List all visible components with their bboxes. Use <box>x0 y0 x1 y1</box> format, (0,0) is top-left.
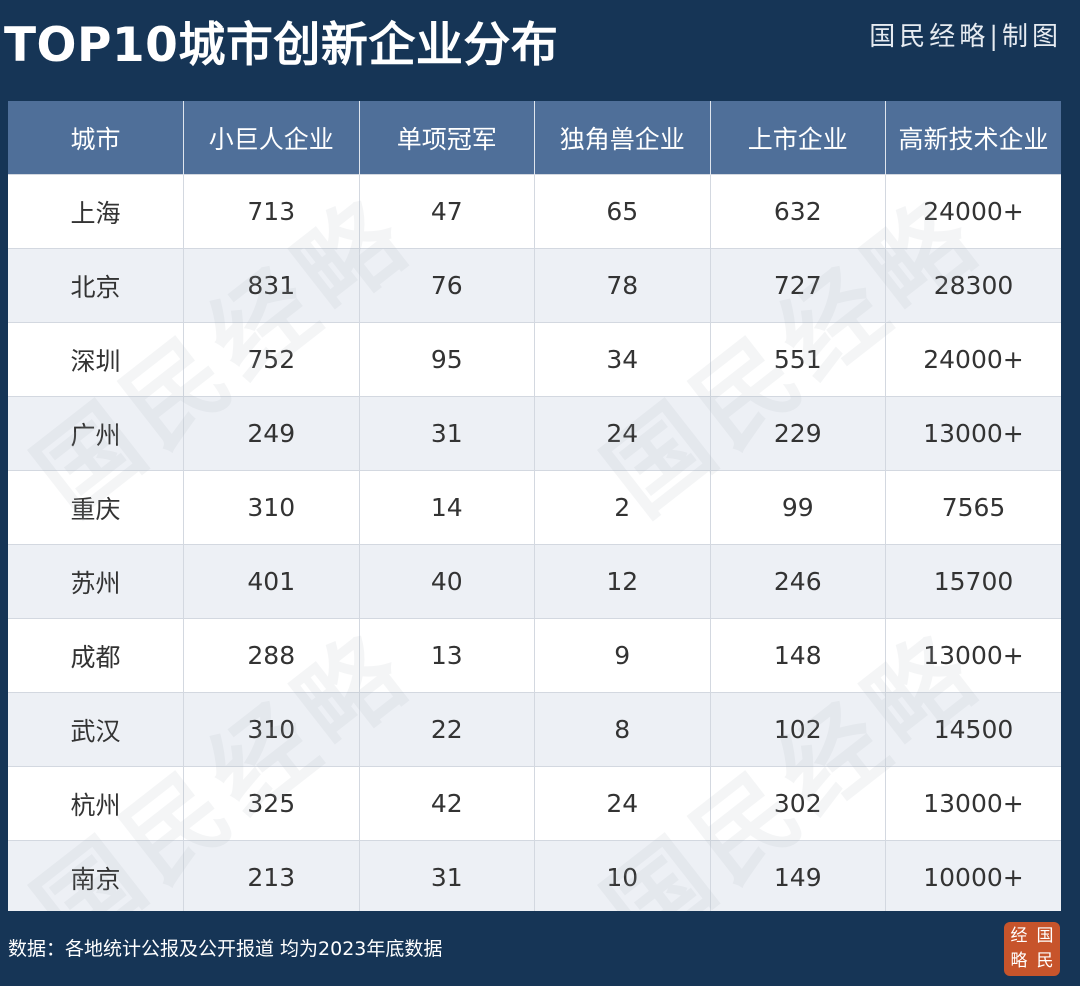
value-cell: 10 <box>534 840 711 911</box>
value-cell: 15700 <box>885 544 1061 619</box>
value-cell: 2 <box>534 470 711 545</box>
table-row: 杭州 325 42 24 302 13000+ <box>8 766 1061 841</box>
value-cell: 302 <box>710 766 886 841</box>
table-row: 上海 713 47 65 632 24000+ <box>8 174 1061 249</box>
column-header: 小巨人企业 <box>183 101 360 175</box>
value-cell: 213 <box>183 840 360 911</box>
value-cell: 22 <box>359 692 535 767</box>
value-cell: 31 <box>359 840 535 911</box>
value-cell: 148 <box>710 618 886 693</box>
value-cell: 65 <box>534 174 711 249</box>
source-note: 数据：各地统计公报及公开报道 均为2023年底数据 <box>8 938 443 960</box>
value-cell: 31 <box>359 396 535 471</box>
value-cell: 14 <box>359 470 535 545</box>
value-cell: 102 <box>710 692 886 767</box>
value-cell: 42 <box>359 766 535 841</box>
value-cell: 24000+ <box>885 174 1061 249</box>
value-cell: 13000+ <box>885 396 1061 471</box>
value-cell: 310 <box>183 692 360 767</box>
value-cell: 229 <box>710 396 886 471</box>
value-cell: 34 <box>534 322 711 397</box>
value-cell: 95 <box>359 322 535 397</box>
city-cell: 广州 <box>8 396 184 471</box>
table-row: 重庆 310 14 2 99 7565 <box>8 470 1061 545</box>
city-cell: 北京 <box>8 248 184 323</box>
city-cell: 上海 <box>8 174 184 249</box>
table-row: 深圳 752 95 34 551 24000+ <box>8 322 1061 397</box>
value-cell: 12 <box>534 544 711 619</box>
column-header: 城市 <box>8 101 184 175</box>
city-cell: 杭州 <box>8 766 184 841</box>
value-cell: 831 <box>183 248 360 323</box>
value-cell: 24 <box>534 396 711 471</box>
table-row: 广州 249 31 24 229 13000+ <box>8 396 1061 471</box>
column-header: 单项冠军 <box>359 101 535 175</box>
column-header: 高新技术企业 <box>885 101 1061 175</box>
column-header: 独角兽企业 <box>534 101 711 175</box>
seal-char: 经 <box>1010 926 1028 946</box>
column-header: 上市企业 <box>710 101 886 175</box>
value-cell: 288 <box>183 618 360 693</box>
table-header-row: 城市 小巨人企业 单项冠军 独角兽企业 上市企业 高新技术企业 <box>8 101 1061 175</box>
value-cell: 310 <box>183 470 360 545</box>
value-cell: 551 <box>710 322 886 397</box>
city-cell: 重庆 <box>8 470 184 545</box>
value-cell: 7565 <box>885 470 1061 545</box>
seal-char: 国 <box>1036 926 1054 946</box>
value-cell: 14500 <box>885 692 1061 767</box>
value-cell: 47 <box>359 174 535 249</box>
value-cell: 13000+ <box>885 618 1061 693</box>
value-cell: 24 <box>534 766 711 841</box>
value-cell: 99 <box>710 470 886 545</box>
page-title: TOP10城市创新企业分布 <box>4 18 559 73</box>
value-cell: 632 <box>710 174 886 249</box>
value-cell: 713 <box>183 174 360 249</box>
table-body: 上海 713 47 65 632 24000+ 北京 831 76 78 727 28300 深圳 752… <box>8 174 1061 911</box>
value-cell: 28300 <box>885 248 1061 323</box>
table-row: 苏州 401 40 12 246 15700 <box>8 544 1061 619</box>
value-cell: 24000+ <box>885 322 1061 397</box>
value-cell: 40 <box>359 544 535 619</box>
seal-char: 民 <box>1036 951 1054 971</box>
seal-char: 略 <box>1010 951 1028 971</box>
city-cell: 南京 <box>8 840 184 911</box>
brand-seal: 经 国 略 民 <box>1004 922 1060 976</box>
value-cell: 10000+ <box>885 840 1061 911</box>
value-cell: 325 <box>183 766 360 841</box>
table-row: 成都 288 13 9 148 13000+ <box>8 618 1061 693</box>
innovation-table: 城市 小巨人企业 单项冠军 独角兽企业 上市企业 高新技术企业 上海 713 47 6… <box>8 101 1061 911</box>
value-cell: 13 <box>359 618 535 693</box>
brand-credit: 国民经略|制图 <box>869 22 1062 52</box>
value-cell: 246 <box>710 544 886 619</box>
value-cell: 149 <box>710 840 886 911</box>
value-cell: 249 <box>183 396 360 471</box>
table-row: 北京 831 76 78 727 28300 <box>8 248 1061 323</box>
value-cell: 13000+ <box>885 766 1061 841</box>
city-cell: 苏州 <box>8 544 184 619</box>
value-cell: 727 <box>710 248 886 323</box>
table-row: 南京 213 31 10 149 10000+ <box>8 840 1061 911</box>
value-cell: 78 <box>534 248 711 323</box>
city-cell: 深圳 <box>8 322 184 397</box>
value-cell: 8 <box>534 692 711 767</box>
value-cell: 752 <box>183 322 360 397</box>
value-cell: 401 <box>183 544 360 619</box>
table-row: 武汉 310 22 8 102 14500 <box>8 692 1061 767</box>
value-cell: 9 <box>534 618 711 693</box>
city-cell: 武汉 <box>8 692 184 767</box>
city-cell: 成都 <box>8 618 184 693</box>
data-table-container: 城市 小巨人企业 单项冠军 独角兽企业 上市企业 高新技术企业 上海 713 47 6… <box>8 101 1061 911</box>
value-cell: 76 <box>359 248 535 323</box>
